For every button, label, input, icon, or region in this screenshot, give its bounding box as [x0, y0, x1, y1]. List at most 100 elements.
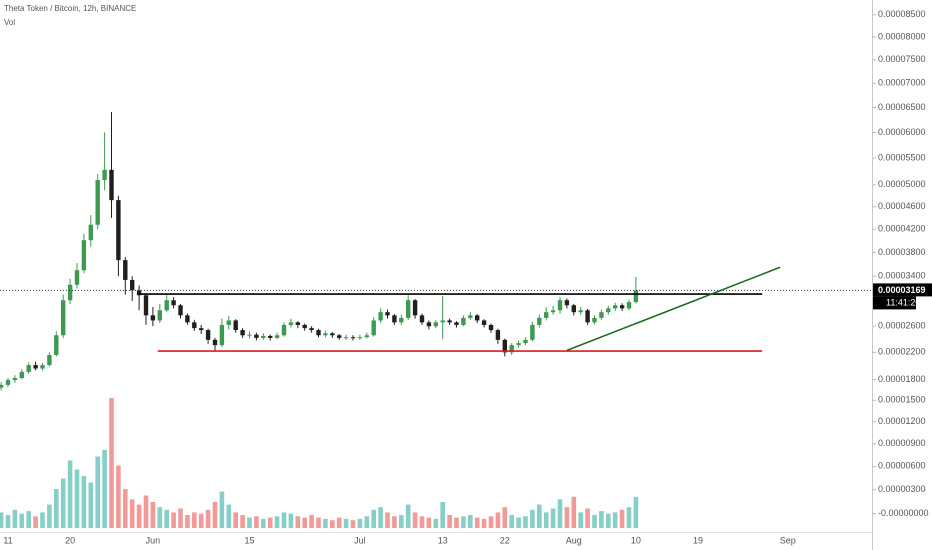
volume-bar	[619, 509, 625, 528]
candle-body	[544, 312, 549, 318]
candle-body	[212, 339, 218, 346]
candle-body	[12, 378, 18, 381]
volume-bar	[261, 518, 266, 528]
volume-bar	[481, 518, 487, 528]
candle-body	[626, 302, 632, 309]
y-tick-label: 0.00001500	[878, 395, 926, 405]
volume-bar	[5, 515, 11, 528]
x-tick-label: 13	[438, 535, 448, 545]
candle-body	[268, 335, 273, 338]
volume-bar	[74, 469, 80, 528]
candle-body	[109, 169, 114, 201]
candle-body	[61, 300, 66, 336]
candle-body	[337, 335, 342, 338]
candle-body	[205, 330, 211, 340]
volume-bar	[281, 512, 287, 528]
candle-body	[26, 365, 31, 372]
volume-bar	[516, 517, 521, 528]
y-tick-label: 0.00006000	[878, 127, 926, 137]
candle-body	[385, 312, 390, 316]
volume-bar	[123, 489, 128, 528]
volume-bar	[26, 511, 31, 528]
candle-body	[33, 365, 38, 369]
y-tick-label: 0.00000300	[878, 484, 926, 494]
y-tick-label: 0.00002200	[878, 347, 926, 357]
volume-bar	[550, 508, 556, 528]
candle-body	[164, 300, 169, 311]
volume-bar	[426, 517, 432, 528]
candle-body	[509, 345, 514, 353]
candle-body	[254, 334, 259, 338]
x-tick-label: 11	[3, 535, 12, 545]
volume-bar	[240, 515, 245, 528]
candle-body	[564, 300, 570, 306]
candle-body	[599, 312, 604, 318]
candle-body	[192, 322, 197, 329]
candle-body	[454, 322, 459, 325]
candle-body	[88, 224, 93, 241]
volume-bar	[433, 518, 439, 528]
candle-body	[302, 324, 307, 329]
candle-body	[530, 324, 535, 340]
volume-bar	[129, 499, 135, 528]
volume-bar	[454, 517, 459, 528]
y-tick-label: 0.00005000	[878, 179, 926, 189]
volume-bar	[330, 520, 335, 528]
candle-body	[81, 240, 87, 271]
last-price-label: 0.00003169	[878, 285, 926, 295]
x-tick-label: Jul	[354, 535, 366, 545]
y-tick-label: 0.00001200	[878, 416, 926, 426]
volume-bar	[474, 517, 480, 528]
volume-bar	[226, 504, 232, 528]
candle-body	[447, 320, 452, 323]
y-tick-label: 0.00004200	[878, 224, 926, 234]
candle-body	[440, 320, 445, 323]
volume-bar	[364, 516, 370, 528]
y-tick-label: 0.00006500	[878, 102, 926, 112]
candle-body	[571, 305, 576, 313]
candle-body	[233, 320, 238, 331]
volume-bar	[164, 509, 169, 528]
candle-body	[357, 337, 363, 339]
volume-bar	[219, 491, 225, 528]
volume-bar	[54, 489, 59, 528]
candle-body	[261, 335, 266, 338]
volume-bar	[247, 517, 252, 528]
candle-body	[495, 330, 501, 340]
volume-bar	[606, 513, 611, 528]
volume-bar	[295, 516, 301, 528]
volume-bar	[350, 520, 356, 528]
candle-body	[150, 315, 156, 321]
volume-bar	[336, 517, 342, 528]
candle-body	[295, 322, 300, 325]
candle-body	[633, 290, 639, 303]
volume-bar	[233, 512, 238, 528]
candle-body	[171, 300, 176, 306]
candle-body	[468, 315, 473, 318]
volume-bar	[19, 513, 25, 528]
candle-body	[240, 330, 245, 336]
volume-bar	[212, 502, 218, 528]
candle-body	[323, 333, 328, 336]
volume-bar	[447, 515, 452, 528]
y-tick-label: 0.00003400	[878, 271, 926, 281]
volume-bar	[192, 512, 197, 528]
candle-body	[343, 337, 349, 339]
y-tick-label: 0.00004600	[878, 201, 926, 211]
y-tick-label: 0.00005500	[878, 153, 926, 163]
volume-bar	[309, 515, 314, 528]
volume-bar	[60, 478, 66, 528]
candle-body	[433, 322, 438, 327]
candle-body	[419, 315, 425, 323]
volume-bar	[488, 516, 494, 528]
candle-body	[247, 334, 252, 336]
candle-body	[40, 365, 45, 369]
candle-body	[364, 335, 369, 338]
candle-body	[426, 322, 432, 327]
x-tick-label: 15	[244, 535, 254, 545]
volume-bar	[392, 516, 397, 528]
volume-bar	[323, 518, 328, 528]
volume-bar	[116, 465, 121, 528]
